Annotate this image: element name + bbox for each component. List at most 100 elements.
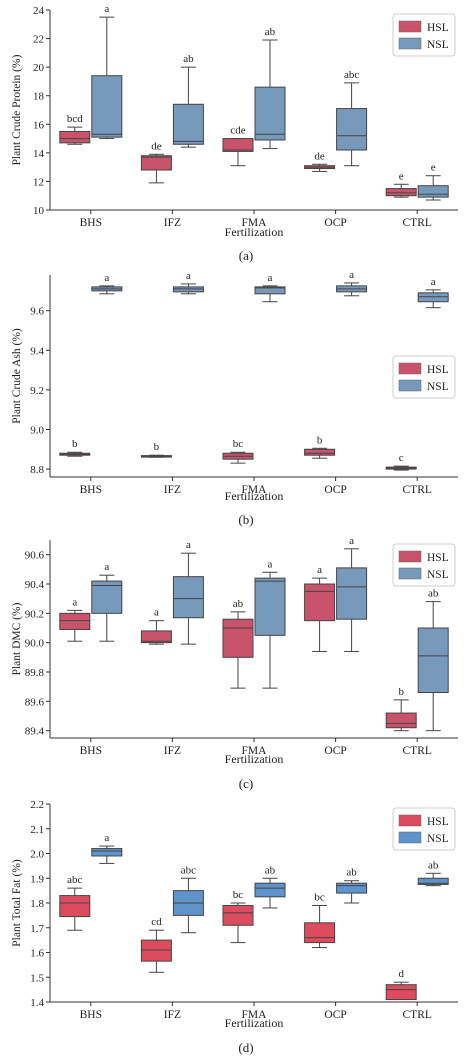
significance-letter: a [317, 564, 322, 576]
box-nsl-ctrl: a [417, 276, 449, 309]
x-axis-label: Fertilization [225, 225, 284, 239]
x-axis-label: Fertilization [225, 489, 284, 503]
x-tick-label: BHS [80, 484, 102, 496]
significance-letter: bc [233, 889, 244, 901]
y-tick-label: 89.8 [25, 667, 45, 679]
box-hsl-bhs: bcd [59, 113, 91, 145]
x-tick-label: FMA [242, 217, 268, 229]
chart-panel-2: 8.8 9.0 9.2 9.4 9.6 Plant Crude Ash (%) BHS IFZ… [11, 269, 458, 527]
x-axis-label: Fertilization [225, 752, 284, 766]
y-tick-label: 20 [33, 62, 45, 74]
legend-label: NSL [427, 381, 449, 393]
box-hsl-fma: bc [222, 438, 254, 464]
y-tick-label: 1.6 [30, 948, 44, 960]
box-hsl-fma: ab [222, 598, 254, 689]
y-tick-label: 90.0 [25, 638, 45, 650]
legend-swatch [398, 831, 422, 844]
y-tick-label: 18 [33, 91, 45, 103]
box-body [336, 567, 368, 620]
y-axis-label: Plant Total Fat (%) [11, 859, 23, 947]
box-body [140, 155, 172, 171]
significance-letter: bc [233, 438, 244, 450]
y-tick-label: 1.8 [30, 898, 44, 910]
y-tick-label: 2.2 [30, 799, 44, 811]
legend-label: NSL [427, 833, 449, 845]
chart-panel-3: 89.4 89.6 89.8 90.0 90.2 90.4 90.6 Plant DMC (%… [11, 535, 458, 791]
box-hsl-ocp: bc [304, 891, 336, 949]
significance-letter: a [268, 558, 273, 570]
y-tick-label: 89.6 [25, 696, 45, 708]
legend-swatch [398, 362, 422, 375]
legend-swatch [398, 567, 422, 580]
box-hsl-fma: bc [222, 889, 254, 944]
box-hsl-ctrl: b [385, 686, 417, 732]
significance-letter: de [151, 140, 162, 152]
box-body [336, 108, 368, 151]
chart-panel-4: 1.4 1.5 1.6 1.7 1.8 1.9 2.0 2.1 2.2 Plant Total F… [11, 799, 458, 1055]
box-nsl-ctrl: ab [417, 588, 449, 732]
significance-letter: a [104, 561, 109, 573]
y-tick-label: 90.4 [25, 579, 45, 591]
box-body [254, 882, 286, 898]
box-body [140, 939, 172, 962]
significance-letter: bcd [67, 113, 83, 125]
significance-letter: c [399, 452, 404, 464]
significance-letter: abc [67, 874, 82, 886]
box-body [385, 984, 417, 1001]
box-nsl-ocp: a [336, 269, 368, 297]
box-body [254, 86, 286, 141]
x-tick-label: IFZ [164, 217, 181, 229]
y-tick-label: 1.5 [30, 972, 44, 984]
box-body [91, 75, 123, 138]
legend-label: NSL [427, 39, 449, 51]
significance-letter: a [104, 3, 109, 15]
box-nsl-fma: ab [254, 26, 286, 150]
significance-letter: a [72, 596, 77, 608]
box-nsl-ctrl: ab [417, 859, 449, 887]
y-tick-label: 9.6 [30, 306, 44, 318]
box-body [222, 904, 254, 926]
y-tick-label: 2.1 [30, 824, 44, 836]
significance-letter: de [314, 150, 325, 162]
y-tick-label: 9.2 [30, 385, 44, 397]
box-nsl-ocp: a [336, 535, 368, 652]
box-body [59, 130, 91, 144]
legend: HSL NSL [392, 543, 456, 587]
significance-letter: a [186, 270, 191, 282]
y-tick-label: 14 [33, 148, 45, 160]
significance-letter: a [104, 272, 109, 284]
x-tick-label: FMA [242, 484, 268, 496]
significance-letter: a [186, 539, 191, 551]
legend: HSL NSL [392, 13, 456, 57]
x-tick-label: CTRL [403, 217, 432, 229]
box-hsl-ifz: cd [140, 916, 172, 973]
significance-letter: a [268, 272, 273, 284]
significance-letter: b [398, 686, 404, 698]
box-nsl-bhs: a [91, 272, 123, 295]
box-hsl-ifz: a [140, 607, 172, 645]
box-hsl-ocp: b [304, 434, 336, 459]
significance-letter: e [399, 170, 404, 182]
x-tick-label: CTRL [403, 484, 432, 496]
y-tick-label: 1.9 [30, 873, 44, 885]
y-axis-label: Plant DMC (%) [11, 602, 23, 675]
significance-letter: a [349, 535, 354, 547]
legend-swatch [398, 20, 422, 33]
box-hsl-ctrl: e [385, 170, 417, 198]
y-tick-label: 89.4 [25, 726, 45, 738]
legend: HSL NSL [392, 807, 456, 851]
significance-letter: cde [230, 125, 245, 137]
x-tick-label: CTRL [403, 1009, 432, 1021]
significance-letter: abc [344, 69, 359, 81]
x-tick-label: OCP [324, 217, 346, 229]
y-tick-label: 90.6 [25, 550, 45, 562]
panel-label: (a) [239, 248, 253, 263]
y-tick-label: 1.7 [30, 923, 44, 935]
box-hsl-ctrl: c [385, 452, 417, 471]
box-body [417, 627, 449, 694]
significance-letter: b [154, 441, 160, 453]
box-body [91, 848, 123, 857]
y-tick-label: 8.8 [30, 464, 44, 476]
y-tick-label: 90.2 [25, 608, 44, 620]
significance-letter: e [431, 162, 436, 174]
